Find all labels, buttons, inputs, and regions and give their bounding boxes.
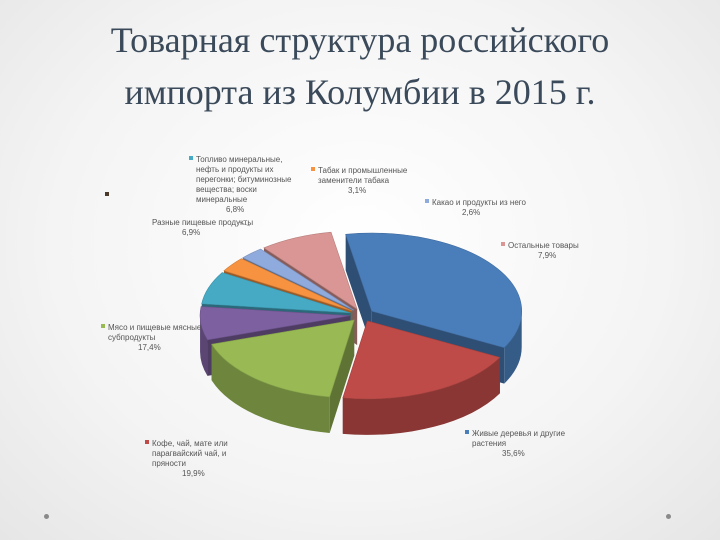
- slice-category-label: парагвайский чай, и: [152, 449, 226, 458]
- slice-value-label: 17,4%: [138, 343, 161, 352]
- slice-category-label: субпродукты: [108, 333, 156, 342]
- legend-marker: [465, 430, 469, 434]
- page-title: Товарная структура российского импорта и…: [0, 14, 720, 118]
- slice-category-label: пряности: [152, 459, 186, 468]
- slice-value-label: 6,9%: [182, 228, 200, 237]
- slide-corner-dot-left: [44, 514, 49, 519]
- slice-category-label: растения: [472, 439, 506, 448]
- legend-marker: [425, 199, 429, 203]
- slice-value-label: 3,1%: [348, 186, 366, 195]
- slice-value-label: 6,8%: [226, 205, 244, 214]
- slice-category-label: Табак и промышленные: [318, 166, 408, 175]
- slice-category-label: нефть и продукты их: [196, 165, 273, 174]
- legend-marker: [501, 242, 505, 246]
- pie-slice: [342, 320, 501, 435]
- title-line-1: Товарная структура российского: [110, 20, 610, 60]
- slice-value-label: 2,6%: [462, 208, 480, 217]
- slice-category-label: Остальные товары: [508, 241, 579, 250]
- legend-marker: [101, 324, 105, 328]
- slice-category-label: Мясо и пищевые мясные: [108, 323, 202, 332]
- slice-value-label: 35,6%: [502, 449, 525, 458]
- slice-category-label: Какао и продукты из него: [432, 198, 527, 207]
- slice-category-label: Кофе, чай, мате или: [152, 439, 228, 448]
- slice-category-label: Разные пищевые продукты: [152, 218, 253, 227]
- pie-slice: [211, 319, 355, 433]
- slice-category-label: заменители табака: [318, 176, 390, 185]
- slice-category-label: Живые деревья и другие: [472, 429, 566, 438]
- leader-line: [237, 221, 251, 227]
- slice-value-label: 7,9%: [538, 251, 556, 260]
- legend-marker: [311, 167, 315, 171]
- slice-value-label: 19,9%: [182, 469, 205, 478]
- title-line-2: импорта из Колумбии в 2015 г.: [124, 72, 596, 112]
- legend-marker: [145, 440, 149, 444]
- slice-category-label: вещества; воски: [196, 185, 257, 194]
- legend-marker: [189, 156, 193, 160]
- legend-marker: [105, 192, 109, 196]
- slice-category-label: Топливо минеральные,: [196, 155, 282, 164]
- slice-category-label: перегонки; битуминозные: [196, 175, 292, 184]
- slide-corner-dot-right: [666, 514, 671, 519]
- slice-category-label: минеральные: [196, 195, 248, 204]
- slice-label: Топливо минеральные,нефть и продукты ихп…: [189, 155, 292, 214]
